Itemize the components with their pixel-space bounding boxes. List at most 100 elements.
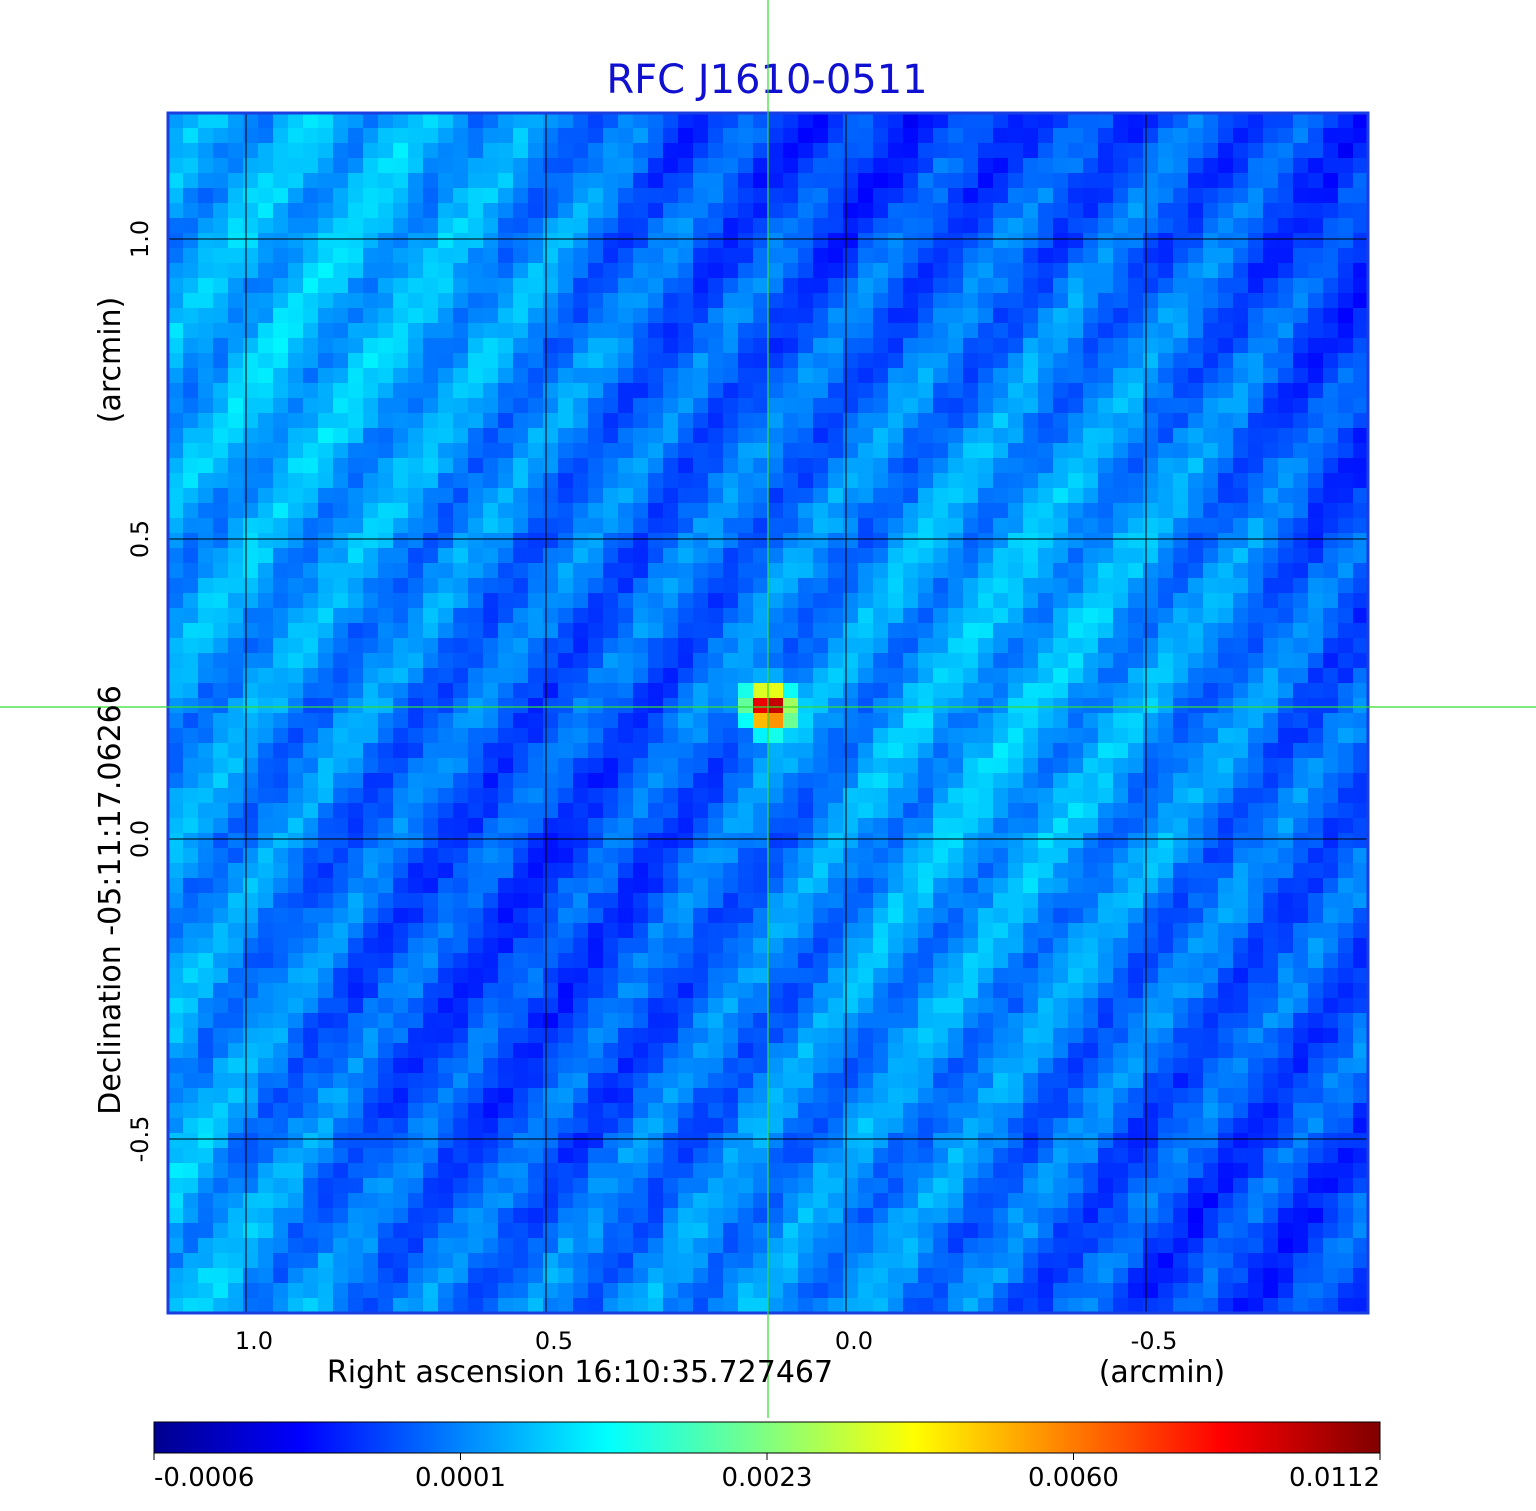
heatmap-cell — [483, 593, 499, 609]
heatmap-cell — [963, 308, 979, 324]
heatmap-cell — [1173, 248, 1189, 264]
heatmap-cell — [498, 638, 514, 654]
heatmap-cell — [483, 923, 499, 939]
heatmap-cell — [768, 698, 784, 714]
heatmap-cell — [1278, 323, 1294, 339]
heatmap-cell — [588, 533, 604, 549]
heatmap-cell — [813, 383, 829, 399]
heatmap-cell — [783, 503, 799, 519]
heatmap-cell — [513, 758, 529, 774]
heatmap-cell — [678, 338, 694, 354]
heatmap-cell — [1083, 338, 1099, 354]
heatmap-cell — [228, 683, 244, 699]
heatmap-cell — [768, 563, 784, 579]
heatmap-cell — [798, 668, 814, 684]
heatmap-cell — [468, 128, 484, 144]
heatmap-cell — [588, 488, 604, 504]
heatmap-cell — [1188, 698, 1204, 714]
heatmap-cell — [753, 293, 769, 309]
heatmap-cell — [708, 338, 724, 354]
heatmap-cell — [693, 173, 709, 189]
heatmap-cell — [768, 398, 784, 414]
heatmap-cell — [723, 413, 739, 429]
heatmap-cell — [858, 818, 874, 834]
heatmap-cell — [243, 338, 259, 354]
heatmap-cell — [543, 728, 559, 744]
heatmap-cell — [1053, 908, 1069, 924]
heatmap-cell — [483, 893, 499, 909]
heatmap-cell — [708, 308, 724, 324]
heatmap-cell — [213, 758, 229, 774]
heatmap-cell — [858, 443, 874, 459]
heatmap-cell — [783, 293, 799, 309]
heatmap-cell — [1098, 203, 1114, 219]
heatmap-cell — [783, 953, 799, 969]
heatmap-cell — [363, 713, 379, 729]
heatmap-cell — [1128, 503, 1144, 519]
heatmap-cell — [1098, 398, 1114, 414]
heatmap-cell — [963, 233, 979, 249]
heatmap-cell — [1248, 188, 1264, 204]
heatmap-cell — [1248, 608, 1264, 624]
heatmap-cell — [543, 893, 559, 909]
heatmap-cell — [1233, 668, 1249, 684]
heatmap-cell — [888, 563, 904, 579]
heatmap-cell — [453, 908, 469, 924]
heatmap-cell — [1083, 248, 1099, 264]
heatmap-cell — [213, 818, 229, 834]
heatmap-cell — [1188, 758, 1204, 774]
heatmap-cell — [393, 128, 409, 144]
heatmap-cell — [168, 788, 184, 804]
heatmap-cell — [693, 728, 709, 744]
heatmap-cell — [768, 263, 784, 279]
heatmap-cell — [378, 788, 394, 804]
heatmap-cell — [408, 683, 424, 699]
heatmap-cell — [843, 188, 859, 204]
heatmap-cell — [603, 383, 619, 399]
heatmap-cell — [948, 233, 964, 249]
heatmap-cell — [1158, 218, 1174, 234]
heatmap-cell — [603, 983, 619, 999]
heatmap-cell — [1308, 953, 1324, 969]
heatmap-cell — [1098, 998, 1114, 1014]
heatmap-cell — [1203, 458, 1219, 474]
heatmap-cell — [378, 593, 394, 609]
heatmap-cell — [633, 353, 649, 369]
heatmap-cell — [783, 848, 799, 864]
heatmap-cell — [918, 743, 934, 759]
heatmap-cell — [1158, 803, 1174, 819]
heatmap-cell — [1248, 173, 1264, 189]
heatmap-cell — [1128, 863, 1144, 879]
heatmap-cell — [243, 188, 259, 204]
heatmap-cell — [738, 803, 754, 819]
heatmap-cell — [168, 233, 184, 249]
heatmap-cell — [918, 203, 934, 219]
heatmap-cell — [528, 233, 544, 249]
heatmap-cell — [1068, 563, 1084, 579]
heatmap-cell — [258, 878, 274, 894]
heatmap-cell — [1083, 443, 1099, 459]
heatmap-cell — [723, 338, 739, 354]
heatmap-cell — [723, 158, 739, 174]
heatmap-cell — [468, 578, 484, 594]
heatmap-cell — [1023, 563, 1039, 579]
heatmap-cell — [213, 353, 229, 369]
heatmap-cell — [978, 653, 994, 669]
heatmap-cell — [1233, 908, 1249, 924]
heatmap-cell — [1083, 593, 1099, 609]
heatmap-cell — [903, 938, 919, 954]
heatmap-cell — [903, 863, 919, 879]
heatmap-cell — [273, 518, 289, 534]
heatmap-cell — [1173, 998, 1189, 1014]
heatmap-cell — [1308, 458, 1324, 474]
heatmap-cell — [993, 368, 1009, 384]
heatmap-cell — [738, 788, 754, 804]
heatmap-cell — [318, 773, 334, 789]
heatmap-cell — [348, 413, 364, 429]
heatmap-cell — [708, 173, 724, 189]
heatmap-cell — [438, 353, 454, 369]
heatmap-cell — [423, 548, 439, 564]
heatmap-cell — [1203, 998, 1219, 1014]
heatmap-cell — [1038, 998, 1054, 1014]
heatmap-cell — [723, 623, 739, 639]
